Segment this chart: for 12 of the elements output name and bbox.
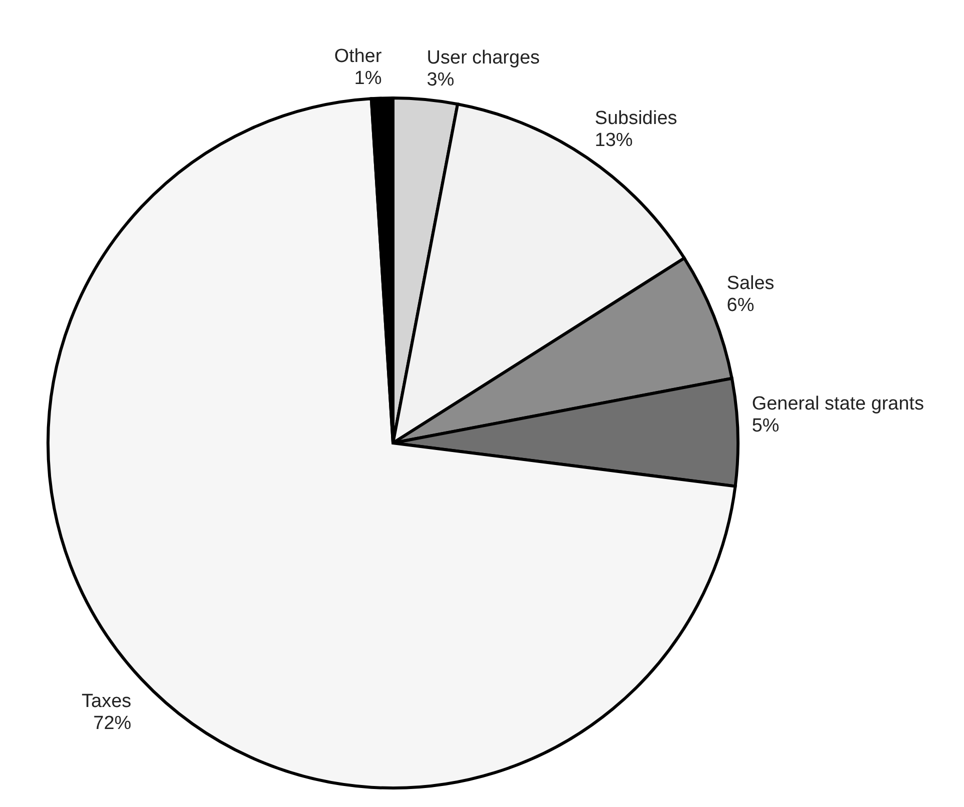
data-label: 1% bbox=[354, 68, 382, 90]
data-label: 6% bbox=[726, 294, 754, 316]
data-label: 13% bbox=[594, 130, 633, 152]
data-label: 5% bbox=[752, 416, 780, 437]
slice-label: Sales bbox=[726, 272, 774, 294]
slice-label: User charges bbox=[426, 48, 540, 69]
data-label: 3% bbox=[426, 70, 454, 91]
slice-label: General state grants bbox=[752, 394, 924, 415]
slice-label: Other bbox=[334, 46, 382, 68]
slice-label: Taxes bbox=[82, 690, 132, 712]
data-label: 72% bbox=[93, 712, 132, 734]
slice-label: Subsidies bbox=[594, 108, 678, 130]
